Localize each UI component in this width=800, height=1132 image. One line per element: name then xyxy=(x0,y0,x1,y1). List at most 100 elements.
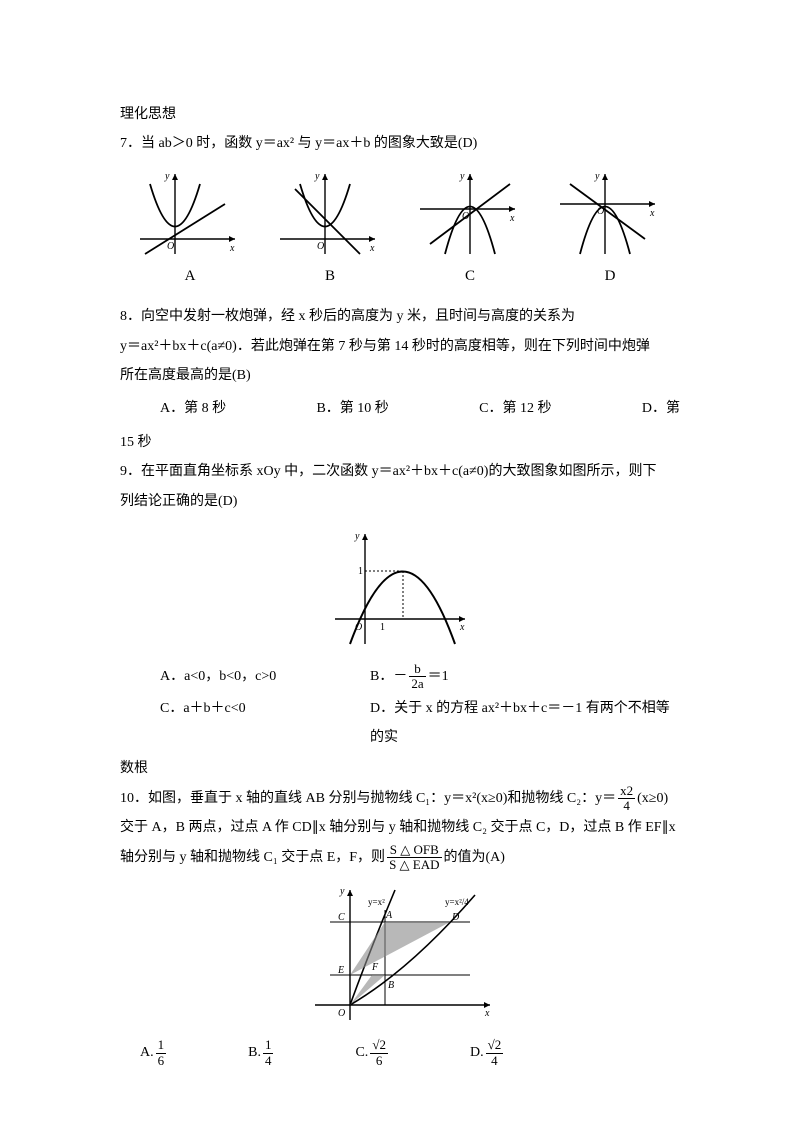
frac-num: 1 xyxy=(156,1038,167,1053)
svg-text:O: O xyxy=(167,241,174,252)
opt-frac: √26 xyxy=(370,1038,388,1068)
q10-l3-frac: S △ OFBS △ EAD xyxy=(387,843,441,873)
opt-frac: 16 xyxy=(156,1038,167,1068)
q9-opt-C: C．a＋b＋c<0 xyxy=(160,694,370,753)
q7-stem: 7．当 ab＞0 时，函数 y＝ax² 与 y＝ax＋b 的图象大致是(D) xyxy=(120,129,680,158)
svg-text:x: x xyxy=(459,622,465,633)
frac-num: √2 xyxy=(370,1038,388,1053)
q8-line3: 所在高度最高的是(B) xyxy=(120,361,680,390)
svg-text:E: E xyxy=(337,965,344,976)
q7-label-C: C xyxy=(400,261,540,293)
svg-text:y: y xyxy=(354,531,360,542)
q10-opt-C: C.√26 xyxy=(355,1038,389,1068)
q9-optB-frac: b2a xyxy=(409,662,425,692)
q7-graph-B-svg: x y O xyxy=(275,169,385,259)
q7-label-D: D xyxy=(540,261,680,293)
frac-den: S △ EAD xyxy=(387,858,441,872)
q9-opt-A: A．a<0，b<0，c>0 xyxy=(160,662,370,692)
svg-text:y: y xyxy=(339,886,345,897)
q9-opt-B: B．－b2a＝1 xyxy=(370,662,680,692)
q9-suffix: 数根 xyxy=(120,754,680,783)
q10-l1-pre: 10．如图，垂直于 x 轴的直线 AB 分别与抛物线 C₁：y＝x²(x≥0)和… xyxy=(120,791,616,806)
svg-text:B: B xyxy=(388,980,394,991)
q7-label-B: B xyxy=(260,261,400,293)
svg-text:F: F xyxy=(371,962,379,973)
frac-den: 6 xyxy=(370,1054,388,1068)
svg-text:1: 1 xyxy=(358,566,363,577)
q8-opt-A: A．第 8 秒 xyxy=(160,394,226,423)
q7-graph-A-svg: x y O xyxy=(135,169,245,259)
frac-den: 6 xyxy=(156,1054,167,1068)
svg-text:y=x²/4: y=x²/4 xyxy=(445,897,469,907)
q8-options-row: A．第 8 秒 B．第 10 秒 C．第 12 秒 D．第 xyxy=(120,394,680,423)
opt-frac: √24 xyxy=(486,1038,504,1068)
svg-text:x: x xyxy=(484,1008,490,1019)
svg-text:y: y xyxy=(314,171,320,182)
frac-num: 1 xyxy=(263,1038,274,1053)
opt-label: C. xyxy=(355,1045,368,1060)
svg-text:y: y xyxy=(594,171,600,182)
q8-line1: 8．向空中发射一枚炮弹，经 x 秒后的高度为 y 米，且时间与高度的关系为 xyxy=(120,302,680,331)
q10-opt-B: B.14 xyxy=(248,1038,275,1068)
q8-opt-B: B．第 10 秒 xyxy=(316,394,388,423)
svg-text:x: x xyxy=(369,243,375,254)
q8-opt-D-suffix: 15 秒 xyxy=(120,428,680,457)
q10-opt-D: D.√24 xyxy=(470,1038,505,1068)
svg-text:A: A xyxy=(385,910,393,921)
q8-opt-C: C．第 12 秒 xyxy=(479,394,551,423)
frac-den: 4 xyxy=(486,1054,504,1068)
q9-line1: 9．在平面直角坐标系 xOy 中，二次函数 y＝ax²＋bx＋c(a≠0)的大致… xyxy=(120,457,680,486)
svg-text:O: O xyxy=(355,622,362,633)
q7-graph-C: x y O C xyxy=(400,169,540,293)
q10-opt-A: A.16 xyxy=(140,1038,168,1068)
svg-text:O: O xyxy=(317,241,324,252)
frac-den: 4 xyxy=(618,799,635,813)
q7-graph-C-svg: x y O xyxy=(415,169,525,259)
q10-line2: 交于 A，B 两点，过点 A 作 CD∥x 轴分别与 y 轴和抛物线 C₂ 交于… xyxy=(120,813,680,842)
q8-line2: y＝ax²＋bx＋c(a≠0)．若此炮弹在第 7 秒与第 14 秒时的高度相等，… xyxy=(120,332,680,361)
frac-den: 4 xyxy=(263,1054,274,1068)
q7-graph-D-svg: x y O xyxy=(555,169,665,259)
q7-graph-A: x y O A xyxy=(120,169,260,293)
q9-graph: 1 1 O x y xyxy=(120,524,680,654)
q7-graph-B: x y O B xyxy=(260,169,400,293)
q9-options: A．a<0，b<0，c>0 B．－b2a＝1 C．a＋b＋c<0 D．关于 x … xyxy=(160,662,680,752)
svg-text:D: D xyxy=(451,912,460,923)
q7-label-A: A xyxy=(120,261,260,293)
q7-graph-D: x y O D xyxy=(540,169,680,293)
svg-text:x: x xyxy=(649,208,655,219)
svg-text:x: x xyxy=(509,213,515,224)
svg-text:C: C xyxy=(338,912,345,923)
svg-text:O: O xyxy=(462,211,469,222)
q10-line1: 10．如图，垂直于 x 轴的直线 AB 分别与抛物线 C₁：y＝x²(x≥0)和… xyxy=(120,784,680,814)
frac-num: S △ OFB xyxy=(387,843,441,858)
q10-l1-frac: x24 xyxy=(618,784,635,814)
svg-text:y=x²: y=x² xyxy=(368,897,385,907)
q10-line3: 轴分别与 y 轴和抛物线 C₁ 交于点 E，F，则S △ OFBS △ EAD的… xyxy=(120,843,680,873)
q10-graph: O x y C A D E F B y=x² y=x²/4 xyxy=(120,880,680,1030)
svg-text:1: 1 xyxy=(380,622,385,633)
q7-graph-row: x y O A x y O B xyxy=(120,169,680,293)
q10-l3-post: 的值为(A) xyxy=(444,850,505,865)
frac-num: b xyxy=(409,662,425,677)
q10-graph-svg: O x y C A D E F B y=x² y=x²/4 xyxy=(300,880,500,1030)
q10-options-row: A.16 B.14 C.√26 D.√24 xyxy=(140,1038,680,1068)
q9-optB-sign: － xyxy=(393,669,407,684)
opt-frac: 14 xyxy=(263,1038,274,1068)
svg-text:y: y xyxy=(164,171,170,182)
svg-text:x: x xyxy=(229,243,235,254)
frac-num: √2 xyxy=(486,1038,504,1053)
q9-optB-pre: B． xyxy=(370,669,393,684)
opt-label: B. xyxy=(248,1045,261,1060)
frac-num: x2 xyxy=(618,784,635,799)
opt-label: D. xyxy=(470,1045,484,1060)
svg-text:O: O xyxy=(338,1008,345,1019)
q8-opt-D-prefix: D．第 xyxy=(642,394,680,423)
q9-graph-svg: 1 1 O x y xyxy=(325,524,475,654)
q9-opt-D: D．关于 x 的方程 ax²＋bx＋c＝－1 有两个不相等的实 xyxy=(370,694,680,753)
q10-l1-post: (x≥0) xyxy=(637,791,668,806)
svg-text:y: y xyxy=(459,171,465,182)
opt-label: A. xyxy=(140,1045,154,1060)
q9-optB-post: ＝1 xyxy=(428,669,449,684)
q9-line2: 列结论正确的是(D) xyxy=(120,487,680,516)
